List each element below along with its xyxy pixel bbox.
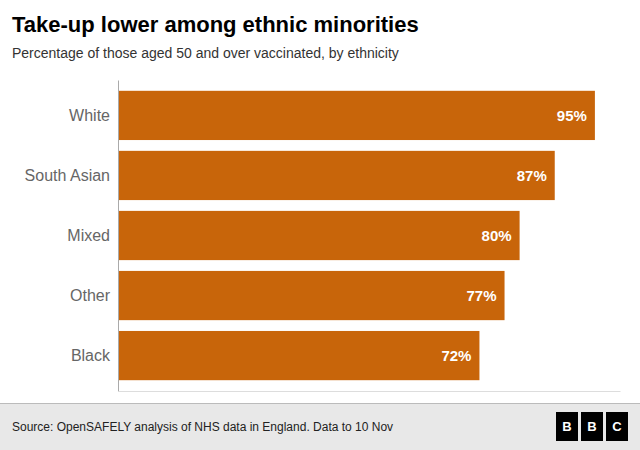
data-label: 77% bbox=[467, 287, 497, 304]
y-tick-label: South Asian bbox=[25, 167, 110, 184]
x-axis-line bbox=[119, 391, 621, 392]
chart: Take-up lower among ethnic minorities Per… bbox=[0, 0, 640, 450]
y-tick: White bbox=[69, 107, 110, 124]
y-tick: Mixed bbox=[67, 227, 110, 244]
logo-letter: C bbox=[612, 419, 622, 434]
bar bbox=[118, 211, 520, 260]
subtitle: Percentage of those aged 50 and over vac… bbox=[12, 45, 399, 61]
data-label: 87% bbox=[517, 167, 547, 184]
bars bbox=[118, 91, 595, 380]
logo-box bbox=[606, 412, 628, 441]
plot: 95% 87% 80% 77% 72% White South Asian Mixed Othe… bbox=[25, 81, 621, 392]
bar bbox=[118, 91, 595, 140]
logo-letter: B bbox=[587, 419, 596, 434]
footer-background bbox=[0, 403, 640, 450]
logo-box bbox=[581, 412, 603, 441]
y-tick-label: Mixed bbox=[67, 227, 110, 244]
source: Source: OpenSAFELY analysis of NHS data … bbox=[12, 420, 393, 434]
logo-letter: B bbox=[562, 419, 571, 434]
y-tick-label: Other bbox=[70, 287, 111, 304]
footer-rule bbox=[0, 403, 640, 404]
data-label: 72% bbox=[441, 347, 471, 364]
y-tick-label: Black bbox=[71, 347, 111, 364]
data-label: 95% bbox=[557, 107, 587, 124]
y-tick: South Asian bbox=[25, 167, 110, 184]
bar bbox=[118, 331, 479, 380]
data-label: 80% bbox=[482, 227, 512, 244]
data-labels: 95% 87% 80% 77% 72% bbox=[441, 107, 586, 364]
bar bbox=[118, 151, 555, 200]
y-tick-label: White bbox=[69, 107, 110, 124]
logo: BBC bbox=[556, 412, 628, 441]
title: Take-up lower among ethnic minorities bbox=[12, 12, 419, 37]
bar bbox=[118, 271, 505, 320]
x-axis bbox=[119, 391, 621, 392]
y-tick: Black bbox=[71, 347, 111, 364]
y-axis: White South Asian Mixed Other Black bbox=[25, 81, 119, 392]
y-tick: Other bbox=[70, 287, 111, 304]
logo-box bbox=[556, 412, 578, 441]
y-axis-line bbox=[118, 81, 119, 392]
footer: Source: OpenSAFELY analysis of NHS data … bbox=[0, 403, 640, 450]
